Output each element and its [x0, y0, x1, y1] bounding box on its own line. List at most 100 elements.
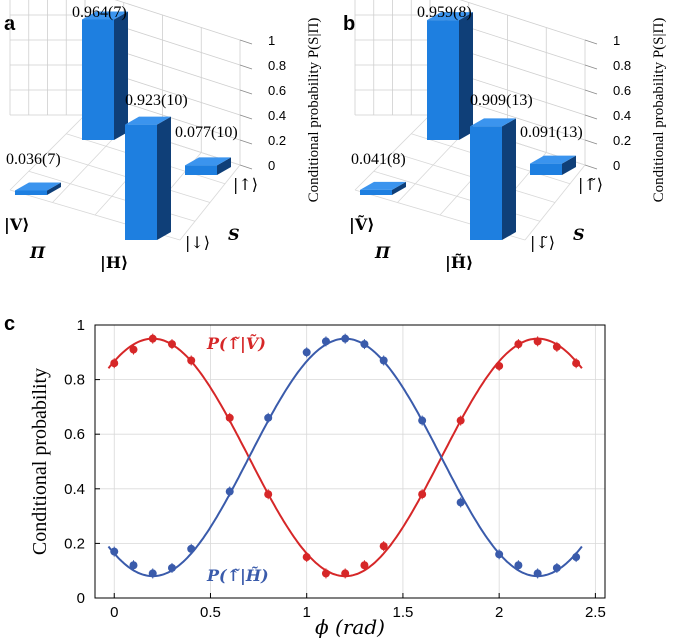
data-point [167, 340, 176, 349]
y-tick-label: 1 [77, 317, 85, 334]
x-axis-label: ϕ (rad) [315, 615, 385, 639]
data-point [533, 337, 542, 346]
bar-value-label: 0.959(8) [417, 4, 472, 21]
y-tick-label: 0.2 [64, 535, 85, 552]
bar-side [114, 11, 128, 140]
bar-top [125, 116, 171, 125]
z-tick [584, 164, 598, 170]
data-point [225, 413, 234, 422]
bar-front [82, 19, 114, 140]
bar-side [392, 181, 406, 195]
z-tick-label: 0.6 [268, 83, 286, 98]
bar-side [157, 116, 171, 240]
data-point [129, 561, 138, 570]
z-tick-label: 0.8 [613, 58, 631, 73]
series-label-red: P(↑̃|Ṽ) [206, 332, 266, 353]
data-point [514, 561, 523, 570]
x-tick-label: 0.5 [200, 604, 221, 621]
plot-frame [94, 324, 606, 599]
y-category-label: |↑⟩ [233, 175, 258, 194]
panel-b-3d-bar-chart: 0 0.2 0.4 0.6 0.8 1 Conditional probability P(… [349, 0, 667, 272]
floor-gridline [524, 164, 586, 241]
x-category-label: |H⟩ [100, 253, 128, 272]
bar-top [470, 118, 516, 127]
x-tick-label: 2.5 [585, 604, 606, 621]
bar-front [427, 20, 459, 140]
z-tick [584, 89, 598, 95]
z-tick [584, 114, 598, 120]
y-tick-label: 0.4 [64, 481, 85, 498]
bar-side [459, 12, 473, 140]
z-tick [584, 139, 598, 145]
panel-c-letter: c [4, 313, 15, 335]
data-point [418, 490, 427, 499]
bar-1 [360, 181, 406, 195]
data-point [495, 550, 504, 559]
z-tick-label: 0 [613, 158, 620, 173]
bar-0 [82, 11, 128, 140]
bar-2 [470, 118, 516, 240]
bar-side [217, 157, 231, 175]
z-tick [584, 64, 598, 70]
data-point [148, 569, 157, 578]
data-point [360, 340, 369, 349]
data-point [552, 563, 561, 572]
bar-side [562, 155, 576, 175]
x-category-label: |H̃⟩ [445, 253, 473, 272]
z-tick [239, 139, 253, 145]
bar-value-label: 0.923(10) [125, 92, 188, 109]
data-point [379, 356, 388, 365]
y-category-label: |↑̃⟩ [578, 175, 603, 194]
bar-2 [125, 116, 171, 240]
panel-c-line-chart: 0 0.5 1 1.5 2 2.500.20.40.60.81ϕ (rad)Conditi… [29, 317, 606, 639]
data-point [514, 340, 523, 349]
y-category-label: |↓⟩ [185, 233, 210, 252]
bar-front [125, 124, 157, 240]
bar-front [470, 126, 502, 240]
x-tick-label: 0 [110, 604, 118, 621]
bar-front [360, 189, 392, 195]
bar-front [15, 190, 47, 195]
bar-0 [427, 12, 473, 140]
bar-3 [185, 157, 231, 175]
y-tick-label: 0.8 [64, 372, 85, 389]
z-tick-label: 0.2 [613, 133, 631, 148]
bar-top [360, 181, 406, 190]
z-tick [239, 39, 253, 45]
data-point [572, 359, 581, 368]
bar-side [47, 182, 61, 195]
z-tick-label: 1 [268, 33, 275, 48]
data-point [418, 416, 427, 425]
y-tick-label: 0.6 [64, 426, 85, 443]
bar-value-label: 0.909(13) [470, 92, 533, 109]
data-point [321, 569, 330, 578]
data-point [148, 334, 157, 343]
z-tick-label: 0.4 [268, 108, 286, 123]
data-point [302, 348, 311, 357]
z-tick [239, 89, 253, 95]
z-axis-label: Conditional probability P(S|Π) [306, 18, 322, 203]
data-point [572, 553, 581, 562]
bar-front [530, 163, 562, 175]
z-tick-label: 0 [268, 158, 275, 173]
panel-b-letter: b [343, 13, 355, 35]
z-tick [584, 39, 598, 45]
panel-a-3d-bar-chart: 0 0.2 0.4 0.6 0.8 1 Conditional probability P(… [4, 0, 322, 272]
bar-side [502, 118, 516, 240]
data-point [495, 361, 504, 370]
data-point [129, 345, 138, 354]
data-point [552, 342, 561, 351]
series-label-blue: P(↑̃|H̃) [206, 566, 269, 585]
x-tick-label: 1 [303, 604, 311, 621]
data-point [341, 334, 350, 343]
data-point [110, 359, 119, 368]
bar-value-label: 0.091(13) [520, 124, 583, 141]
bar-top [185, 157, 231, 166]
z-tick-label: 0.8 [268, 58, 286, 73]
data-point [167, 563, 176, 572]
data-point [360, 561, 369, 570]
z-tick-label: 1 [613, 33, 620, 48]
data-point [456, 498, 465, 507]
bar-top [427, 12, 473, 21]
